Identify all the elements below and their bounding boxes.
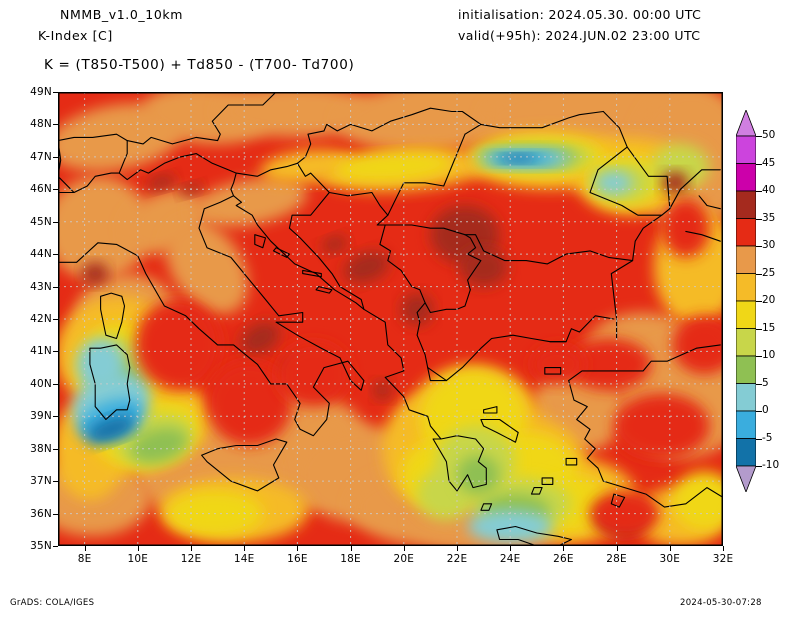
lon-tick-mark — [137, 546, 139, 551]
lat-tick-mark — [53, 124, 58, 126]
colorbar — [735, 108, 757, 494]
colorbar-tick-mark — [756, 163, 762, 165]
lat-tick-mark — [53, 286, 58, 288]
lat-tick-label: 47N — [30, 150, 52, 163]
footer-timestamp: 2024-05-30-07:28 — [680, 598, 762, 608]
lon-tick-mark — [84, 546, 86, 551]
lon-tick-label: 14E — [233, 553, 255, 565]
colorbar-tick-label: 45 — [762, 156, 776, 169]
valid-time: valid(+95h): 2024.JUN.02 23:00 UTC — [458, 28, 701, 43]
lon-tick-label: 10E — [127, 553, 149, 565]
lat-tick-mark — [53, 221, 58, 223]
lon-tick-mark — [616, 546, 618, 551]
lon-tick-label: 26E — [553, 553, 574, 565]
colorbar-tick-mark — [756, 273, 762, 275]
lon-tick-label: 22E — [446, 553, 468, 565]
colorbar-tick-mark — [756, 191, 762, 192]
lon-tick-label: 12E — [180, 553, 202, 565]
lon-tick-mark — [297, 546, 299, 551]
map-plot-area — [58, 92, 723, 546]
lat-tick-mark — [53, 351, 58, 353]
lon-tick-mark — [563, 546, 565, 551]
colorbar-tick-mark — [756, 328, 762, 330]
colorbar-swatches — [735, 108, 757, 494]
lat-tick-label: 46N — [30, 183, 52, 196]
model-name: NMMB_v1.0_10km — [60, 7, 183, 22]
lat-tick-label: 42N — [30, 313, 52, 325]
colorbar-tick-label: 10 — [762, 349, 776, 361]
lat-tick-mark — [53, 416, 58, 418]
initialisation-time: initialisation: 2024.05.30. 00:00 UTC — [458, 7, 702, 22]
lat-tick-label: 44N — [30, 248, 52, 261]
lon-tick-label: 8E — [77, 553, 92, 565]
lat-tick-label: 35N — [30, 540, 52, 552]
colorbar-tick-mark — [756, 218, 762, 220]
colorbar-tick-label: -10 — [762, 459, 780, 471]
lat-tick-label: 36N — [30, 507, 52, 520]
lon-tick-mark — [191, 546, 192, 551]
lat-tick-mark — [53, 156, 58, 158]
lat-tick-mark — [53, 546, 58, 547]
colorbar-tick-mark — [756, 438, 762, 440]
lon-tick-mark — [403, 546, 405, 551]
lat-tick-mark — [53, 189, 58, 191]
lon-tick-mark — [669, 546, 671, 551]
lat-tick-label: 39N — [30, 410, 52, 423]
lat-tick-mark — [53, 254, 58, 256]
colorbar-tick-mark — [756, 383, 762, 385]
colorbar-tick-mark — [756, 411, 762, 412]
lon-tick-mark — [350, 546, 352, 551]
lon-tick-label: 28E — [606, 553, 627, 565]
lon-tick-label: 20E — [393, 553, 415, 565]
lat-tick-label: 37N — [30, 475, 52, 488]
colorbar-tick-label: 15 — [762, 321, 776, 334]
lat-tick-mark — [53, 383, 58, 385]
colorbar-tick-mark — [756, 136, 762, 137]
colorbar-tick-mark — [756, 466, 762, 467]
lon-tick-label: 16E — [287, 553, 308, 565]
footer-credit: GrADS: COLA/IGES — [10, 598, 95, 608]
lon-tick-mark — [457, 546, 458, 551]
lat-tick-mark — [53, 513, 58, 515]
lon-tick-mark — [244, 546, 246, 551]
lat-tick-mark — [53, 319, 58, 320]
colorbar-tick-label: 0 — [762, 404, 769, 416]
lon-tick-mark — [723, 546, 724, 551]
lat-tick-label: 40N — [30, 377, 52, 390]
colorbar-tick-label: 20 — [762, 294, 776, 306]
lat-tick-label: 49N — [30, 86, 52, 98]
colorbar-tick-mark — [756, 301, 762, 302]
lat-tick-label: 41N — [30, 345, 52, 358]
colorbar-tick-label: 30 — [762, 239, 776, 251]
lat-tick-mark — [53, 92, 58, 93]
k-index-heatmap — [58, 92, 723, 546]
colorbar-tick-label: -5 — [762, 431, 773, 444]
lat-tick-label: 38N — [30, 442, 52, 455]
lat-tick-label: 43N — [30, 280, 52, 293]
colorbar-tick-label: 5 — [762, 376, 769, 389]
lon-tick-label: 30E — [659, 553, 681, 565]
k-index-formula: K = (T850-T500) + Td850 - (T700- Td700) — [44, 57, 355, 73]
lon-tick-label: 18E — [340, 553, 361, 565]
lat-tick-mark — [53, 481, 58, 483]
variable-name: K-Index [C] — [38, 28, 113, 43]
colorbar-tick-label: 35 — [762, 211, 776, 224]
lat-tick-label: 48N — [30, 118, 52, 131]
lon-tick-label: 32E — [712, 553, 734, 565]
colorbar-tick-label: 25 — [762, 266, 776, 279]
lon-tick-label: 24E — [499, 553, 521, 565]
lat-tick-mark — [53, 448, 58, 450]
colorbar-tick-mark — [756, 356, 762, 357]
lon-tick-mark — [510, 546, 512, 551]
colorbar-tick-mark — [756, 246, 762, 247]
colorbar-tick-label: 40 — [762, 184, 776, 196]
lat-tick-label: 45N — [30, 215, 52, 228]
colorbar-tick-label: 50 — [762, 129, 776, 141]
